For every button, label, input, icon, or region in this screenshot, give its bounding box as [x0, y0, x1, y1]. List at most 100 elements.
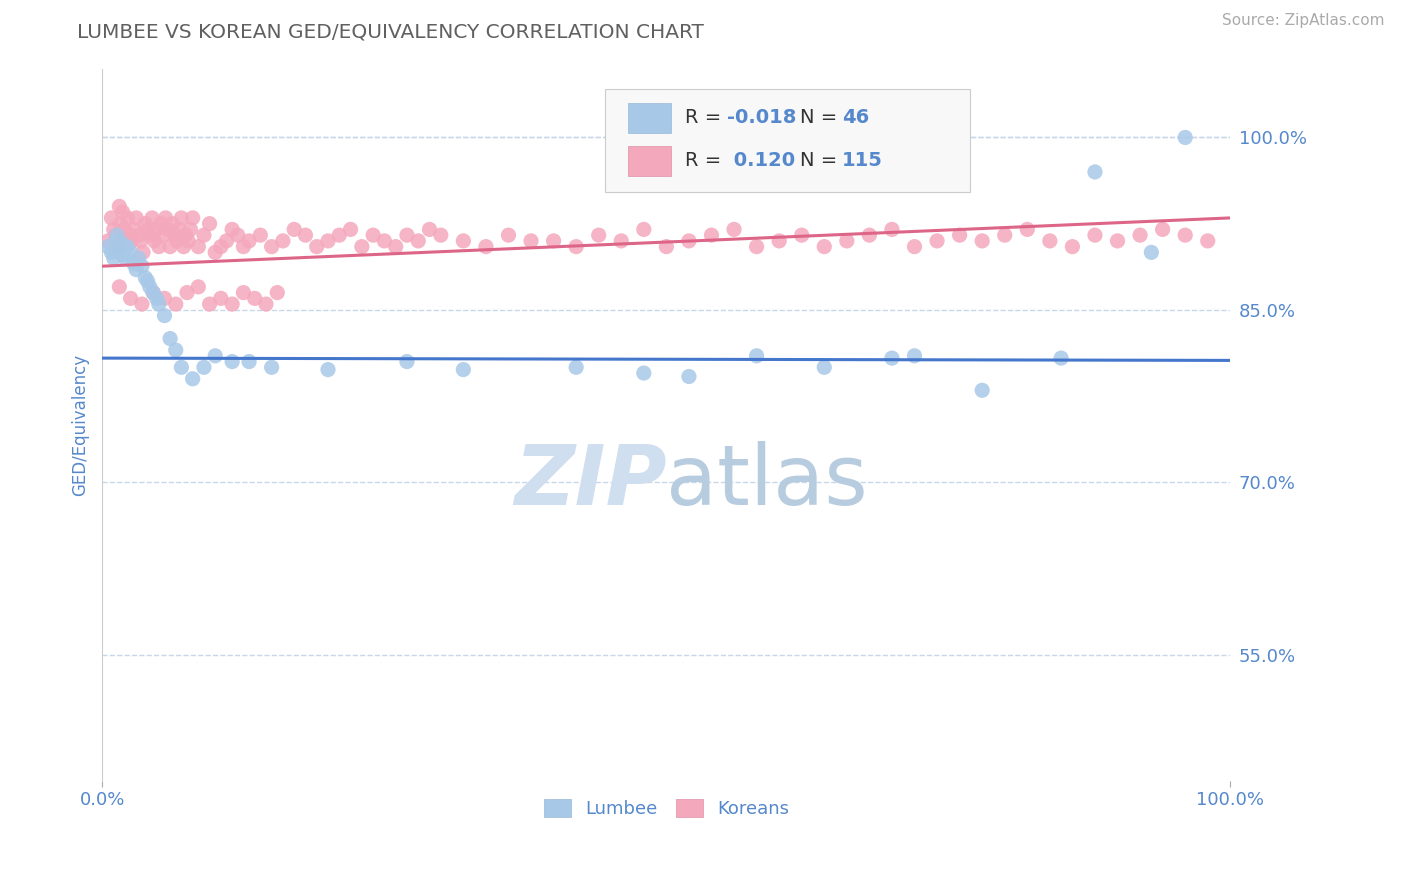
Point: [174, 228, 197, 243]
Point: [145, 291, 167, 305]
Point: [858, 228, 880, 243]
Point: [610, 234, 633, 248]
Point: [187, 240, 209, 254]
Text: Source: ZipAtlas.com: Source: ZipAtlas.com: [1222, 13, 1385, 29]
Point: [131, 259, 153, 273]
Point: [790, 228, 813, 243]
Point: [453, 362, 475, 376]
Point: [565, 240, 588, 254]
Point: [134, 270, 156, 285]
Point: [153, 291, 176, 305]
Point: [159, 332, 181, 346]
Point: [136, 222, 159, 236]
Point: [543, 234, 565, 248]
Point: [406, 234, 429, 248]
Point: [100, 211, 122, 225]
Point: [132, 245, 155, 260]
Point: [328, 228, 350, 243]
Point: [97, 240, 120, 254]
Point: [142, 285, 165, 300]
Point: [588, 228, 610, 243]
Text: -0.018: -0.018: [727, 108, 796, 128]
Point: [103, 251, 125, 265]
Point: [170, 360, 193, 375]
Point: [418, 222, 440, 236]
Point: [103, 222, 125, 236]
Point: [167, 222, 190, 236]
Point: [108, 245, 131, 260]
Point: [141, 211, 163, 225]
Point: [131, 297, 153, 311]
Point: [813, 240, 835, 254]
Point: [117, 240, 139, 254]
Point: [373, 234, 395, 248]
Point: [148, 240, 170, 254]
Point: [128, 251, 150, 265]
Point: [181, 211, 204, 225]
Point: [181, 372, 204, 386]
Point: [145, 222, 167, 236]
Point: [972, 384, 994, 398]
Point: [339, 222, 361, 236]
Point: [1152, 222, 1174, 236]
Point: [121, 234, 143, 248]
Point: [384, 240, 406, 254]
Point: [633, 366, 655, 380]
Point: [1174, 228, 1197, 243]
Point: [1084, 165, 1107, 179]
Point: [260, 360, 283, 375]
Point: [316, 234, 339, 248]
Point: [209, 240, 232, 254]
Point: [453, 234, 475, 248]
Point: [111, 248, 134, 262]
Point: [520, 234, 543, 248]
Point: [1039, 234, 1062, 248]
Point: [165, 297, 187, 311]
Point: [134, 217, 156, 231]
Point: [118, 228, 141, 243]
Point: [117, 211, 139, 225]
Point: [139, 228, 162, 243]
Point: [177, 234, 200, 248]
Point: [143, 234, 166, 248]
Text: 115: 115: [842, 152, 883, 170]
Y-axis label: GED/Equivalency: GED/Equivalency: [72, 354, 89, 496]
Point: [700, 228, 723, 243]
Point: [655, 240, 678, 254]
Point: [1062, 240, 1084, 254]
Point: [215, 234, 238, 248]
Point: [150, 217, 173, 231]
Point: [316, 362, 339, 376]
Point: [232, 285, 254, 300]
Point: [1017, 222, 1039, 236]
Point: [294, 228, 316, 243]
Point: [176, 285, 198, 300]
Point: [475, 240, 498, 254]
Point: [249, 228, 271, 243]
Point: [108, 280, 131, 294]
Point: [768, 234, 790, 248]
Point: [745, 349, 768, 363]
Point: [193, 360, 215, 375]
Point: [162, 217, 184, 231]
Point: [633, 222, 655, 236]
Point: [173, 240, 195, 254]
Point: [107, 240, 129, 254]
Point: [108, 199, 131, 213]
Text: N =: N =: [800, 152, 844, 170]
Point: [395, 354, 418, 368]
Point: [745, 240, 768, 254]
Point: [139, 280, 162, 294]
Point: [198, 217, 221, 231]
Point: [350, 240, 373, 254]
Point: [903, 349, 925, 363]
Point: [226, 228, 249, 243]
Text: R =: R =: [685, 152, 727, 170]
Point: [238, 234, 260, 248]
Point: [152, 228, 174, 243]
Point: [723, 222, 745, 236]
Point: [221, 297, 243, 311]
Point: [271, 234, 294, 248]
Point: [104, 228, 127, 243]
Point: [114, 251, 136, 265]
